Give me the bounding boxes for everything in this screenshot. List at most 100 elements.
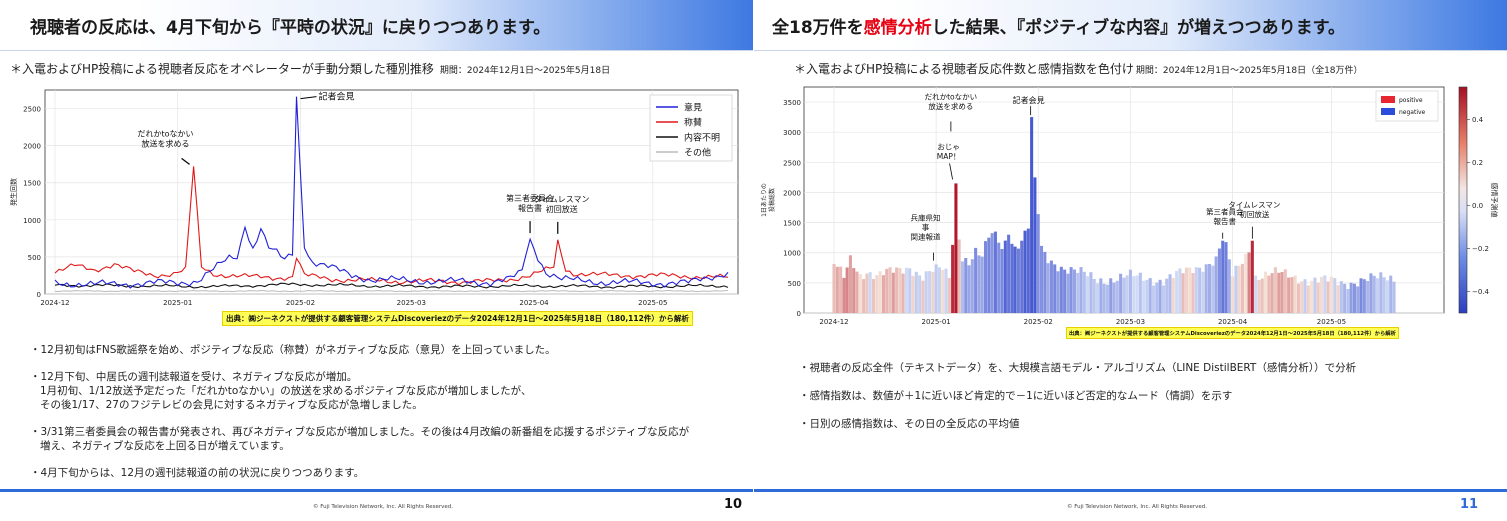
chart-subtitle: ＊入電およびHP投稿による視聴者反応をオペレーターが手動分類した種別推移 期間：2… <box>10 60 610 77</box>
bullet-line: ・3/31第三者委員会の報告書が発表され、再びネガティブな反応が増加しました。そ… <box>30 426 690 438</box>
annotation-5: 第三者員会報告書 <box>1206 207 1244 227</box>
legend-swatch-positive <box>1381 96 1395 103</box>
bar <box>1194 267 1198 313</box>
bar <box>1349 282 1353 313</box>
bar <box>895 267 899 313</box>
bar <box>1270 273 1274 313</box>
bar <box>1379 272 1383 313</box>
y-tick-label: 1000 <box>783 250 801 258</box>
bar <box>1372 275 1376 313</box>
bar <box>1026 228 1030 313</box>
bar <box>865 273 869 313</box>
x-tick-label: 2025-04 <box>1218 318 1248 326</box>
legend-label-positive: positive <box>1399 97 1423 104</box>
x-tick-label: 2025-03 <box>397 299 426 307</box>
bullet-item-1: ・12月初旬はFNS歌謡祭を始め、ポジティブな反応（称賛）がネガティブな反応（意… <box>30 343 689 357</box>
bar <box>1303 279 1307 313</box>
annotation-6: タイムレスマン初回放送 <box>1228 201 1280 220</box>
bar <box>1217 248 1221 313</box>
x-tick-label: 2024-12 <box>819 318 848 326</box>
annotation-1: 記者会見 <box>318 91 354 103</box>
annotation-3-line: 報告書 <box>518 203 542 213</box>
bar <box>1343 283 1347 313</box>
slide-header-band <box>0 0 753 50</box>
bar <box>1007 234 1011 313</box>
bar <box>1320 276 1324 313</box>
legend-label-1: 意見 <box>684 102 702 114</box>
bar <box>997 242 1001 313</box>
bar <box>858 274 862 313</box>
y-tick-label: 2000 <box>23 143 41 151</box>
y-tick-label: 2500 <box>783 159 801 167</box>
bullet-line: ・日別の感情指数は、その日の全反応の平均値 <box>799 418 1020 430</box>
bar <box>984 241 988 313</box>
annotation-5-line: 報告書 <box>1213 216 1236 226</box>
bar <box>1043 251 1047 313</box>
bar <box>845 267 849 313</box>
annotation-3: 第三者委員会報告書 <box>506 193 554 213</box>
bar <box>1356 286 1360 313</box>
bullet-line: ・12月下旬、中居氏の週刊誌報道を受け、ネガティブな反応が増加。 <box>30 371 358 383</box>
bar <box>1188 267 1192 313</box>
x-tick-label: 2025-05 <box>638 299 667 307</box>
bar <box>1389 275 1393 313</box>
bar <box>875 275 879 313</box>
title-part-2: した結果、『ポジティブな内容』が増えつつあります。 <box>931 18 1345 38</box>
bar <box>1359 278 1363 313</box>
bar <box>832 264 836 313</box>
bar <box>1132 276 1136 313</box>
source-note: 出典：㈱ジーネクストが提供する顧客管理システムDiscoveriezのデータ20… <box>222 311 693 326</box>
y-tick-label: 1500 <box>23 180 41 188</box>
bar <box>1135 275 1139 313</box>
chart-subtitle: ＊入電およびHP投稿による視聴者反応件数と感情指数を色付け 期間：2024年12月… <box>794 60 1363 77</box>
colorbar-tick-label: 0.4 <box>1472 116 1484 124</box>
bar <box>1300 281 1304 313</box>
bar <box>957 239 961 313</box>
bar <box>1119 273 1123 313</box>
bar <box>1201 271 1205 313</box>
bar <box>911 275 915 313</box>
bar <box>1112 282 1116 313</box>
bar <box>1221 240 1225 313</box>
annotation-6-line: 初回放送 <box>1239 209 1269 219</box>
bar <box>872 279 876 313</box>
bar <box>987 237 991 313</box>
bar <box>1382 277 1386 313</box>
bar <box>1326 281 1330 313</box>
y-axis-label: 1日あたりの投稿総数 <box>761 183 776 217</box>
bar <box>1086 276 1090 313</box>
bar <box>1099 278 1103 313</box>
bar <box>835 266 839 313</box>
footer-divider <box>0 489 753 492</box>
bar <box>1247 252 1251 313</box>
x-tick-label: 2025-02 <box>286 299 315 307</box>
bar <box>1369 273 1373 313</box>
colorbar-tick-label: −0.2 <box>1472 245 1489 253</box>
bar <box>1211 265 1215 313</box>
bar <box>842 277 846 313</box>
annotation-3-line: MAP！ <box>937 152 961 161</box>
bar <box>862 279 866 313</box>
legend-box <box>1375 90 1439 122</box>
bar <box>1376 278 1380 313</box>
title-part-1: 全18万件を <box>772 18 864 38</box>
bar <box>977 255 981 313</box>
x-tick-label: 2024-12 <box>40 299 69 307</box>
bullet-line: 1月初旬、1/12放送予定だった「だれかtoなかい」の放送を求めるポジティブな反… <box>40 385 532 397</box>
bar <box>1313 277 1317 313</box>
annotation-arrow-3 <box>949 163 953 180</box>
y-tick-label: 1500 <box>783 220 801 228</box>
subtitle-text: ＊入電およびHP投稿による視聴者反応をオペレーターが手動分類した種別推移 <box>10 62 434 76</box>
bar <box>1102 283 1106 313</box>
y-axis-label-line: 1日あたりの <box>761 183 768 217</box>
slide-page-11: 全18万件を感情分析した結果、『ポジティブな内容』が増えつつあります。 ＊入電お… <box>754 0 1507 521</box>
annotation-5-line: 第三者員会 <box>1206 207 1244 217</box>
bar <box>1046 263 1050 313</box>
series-line-1 <box>54 96 729 289</box>
bar <box>1115 280 1119 313</box>
bar <box>1264 271 1268 313</box>
bar <box>1237 265 1241 313</box>
bar <box>1056 271 1060 313</box>
bar <box>1175 270 1179 313</box>
bar-chart-sentiment: 0 500 1000 1500 2000 2500 3000 3500 2024-12 2025-… <box>761 86 1499 326</box>
